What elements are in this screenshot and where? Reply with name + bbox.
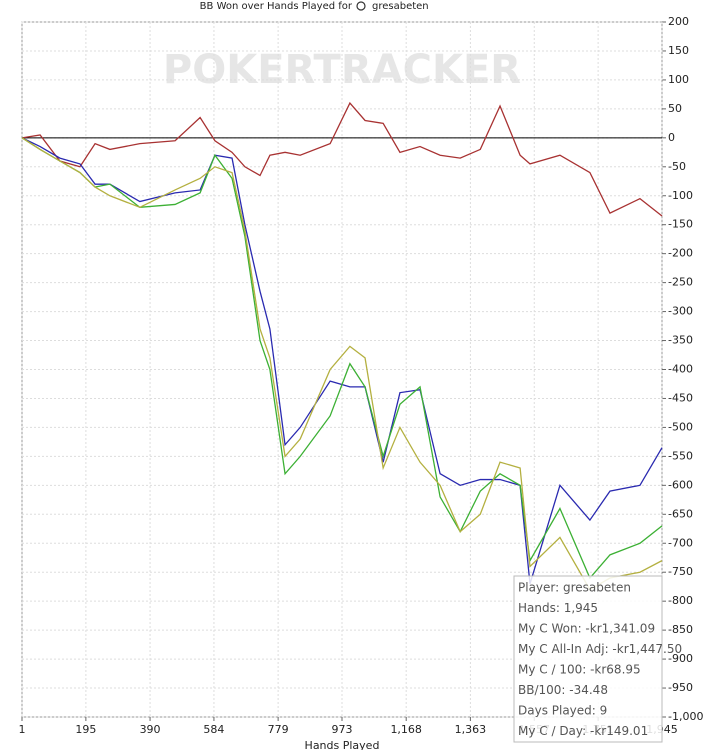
x-tick-label: 1,363 [455,723,487,736]
tooltip-line: My C Won: -kr1,341.09 [518,622,655,636]
tooltip-line: Days Played: 9 [518,704,607,718]
x-tick-label: 779 [268,723,289,736]
x-tick-label: 390 [140,723,161,736]
y-tick-label: -1,000 [668,710,703,723]
tooltip-line: Hands: 1,945 [518,601,598,615]
y-tick-label: -500 [668,420,693,433]
y-tick-label: -800 [668,594,693,607]
y-tick-label: 200 [668,15,689,28]
tooltip-line: My C / 100: -kr68.95 [518,663,641,677]
y-tick-label: -750 [668,565,693,578]
y-tick-label: -300 [668,305,693,318]
tooltip-box [513,575,663,743]
y-tick-label: -100 [668,189,693,202]
tooltip: Player: gresabeten Hands: 1,945 My C Won: … [513,575,682,743]
chart-title: BB Won over Hands Played for [200,1,353,12]
player-name: gresabeten [372,1,429,12]
tooltip-line: BB/100: -34.48 [518,683,608,697]
tooltip-line: My C / Day: -kr149.01 [518,724,648,738]
y-tick-label: 100 [668,73,689,86]
series-line [21,137,663,591]
x-tick-label: 1,168 [390,723,422,736]
y-tick-label: -50 [668,160,686,173]
y-tick-label: -650 [668,507,693,520]
x-tick-label: 1 [19,723,26,736]
y-tick-label: 50 [668,102,682,115]
y-tick-label: -250 [668,276,693,289]
x-tick-label: 973 [332,723,353,736]
x-axis-label: Hands Played [305,739,380,750]
y-tick-label: -450 [668,391,693,404]
y-tick-label: -350 [668,334,693,347]
x-tick-label: 195 [75,723,96,736]
y-tick-label: -400 [668,363,693,376]
y-tick-label: -150 [668,218,693,231]
tooltip-line: My C All-In Adj: -kr1,447.50 [518,642,682,656]
x-tick-label: 584 [203,723,224,736]
y-tick-label: -850 [668,623,693,636]
y-tick-label: -950 [668,681,693,694]
series-line [21,137,663,584]
series-line [21,101,663,217]
y-tick-label: 0 [668,131,675,144]
y-tick-label: 150 [668,44,689,57]
y-tick-label: -700 [668,536,693,549]
tooltip-line: Player: gresabeten [518,581,631,595]
player-icon [356,1,366,11]
y-tick-label: -200 [668,247,693,260]
y-tick-label: -900 [668,652,693,665]
y-tick-label: -550 [668,449,693,462]
y-tick-label: -600 [668,478,693,491]
